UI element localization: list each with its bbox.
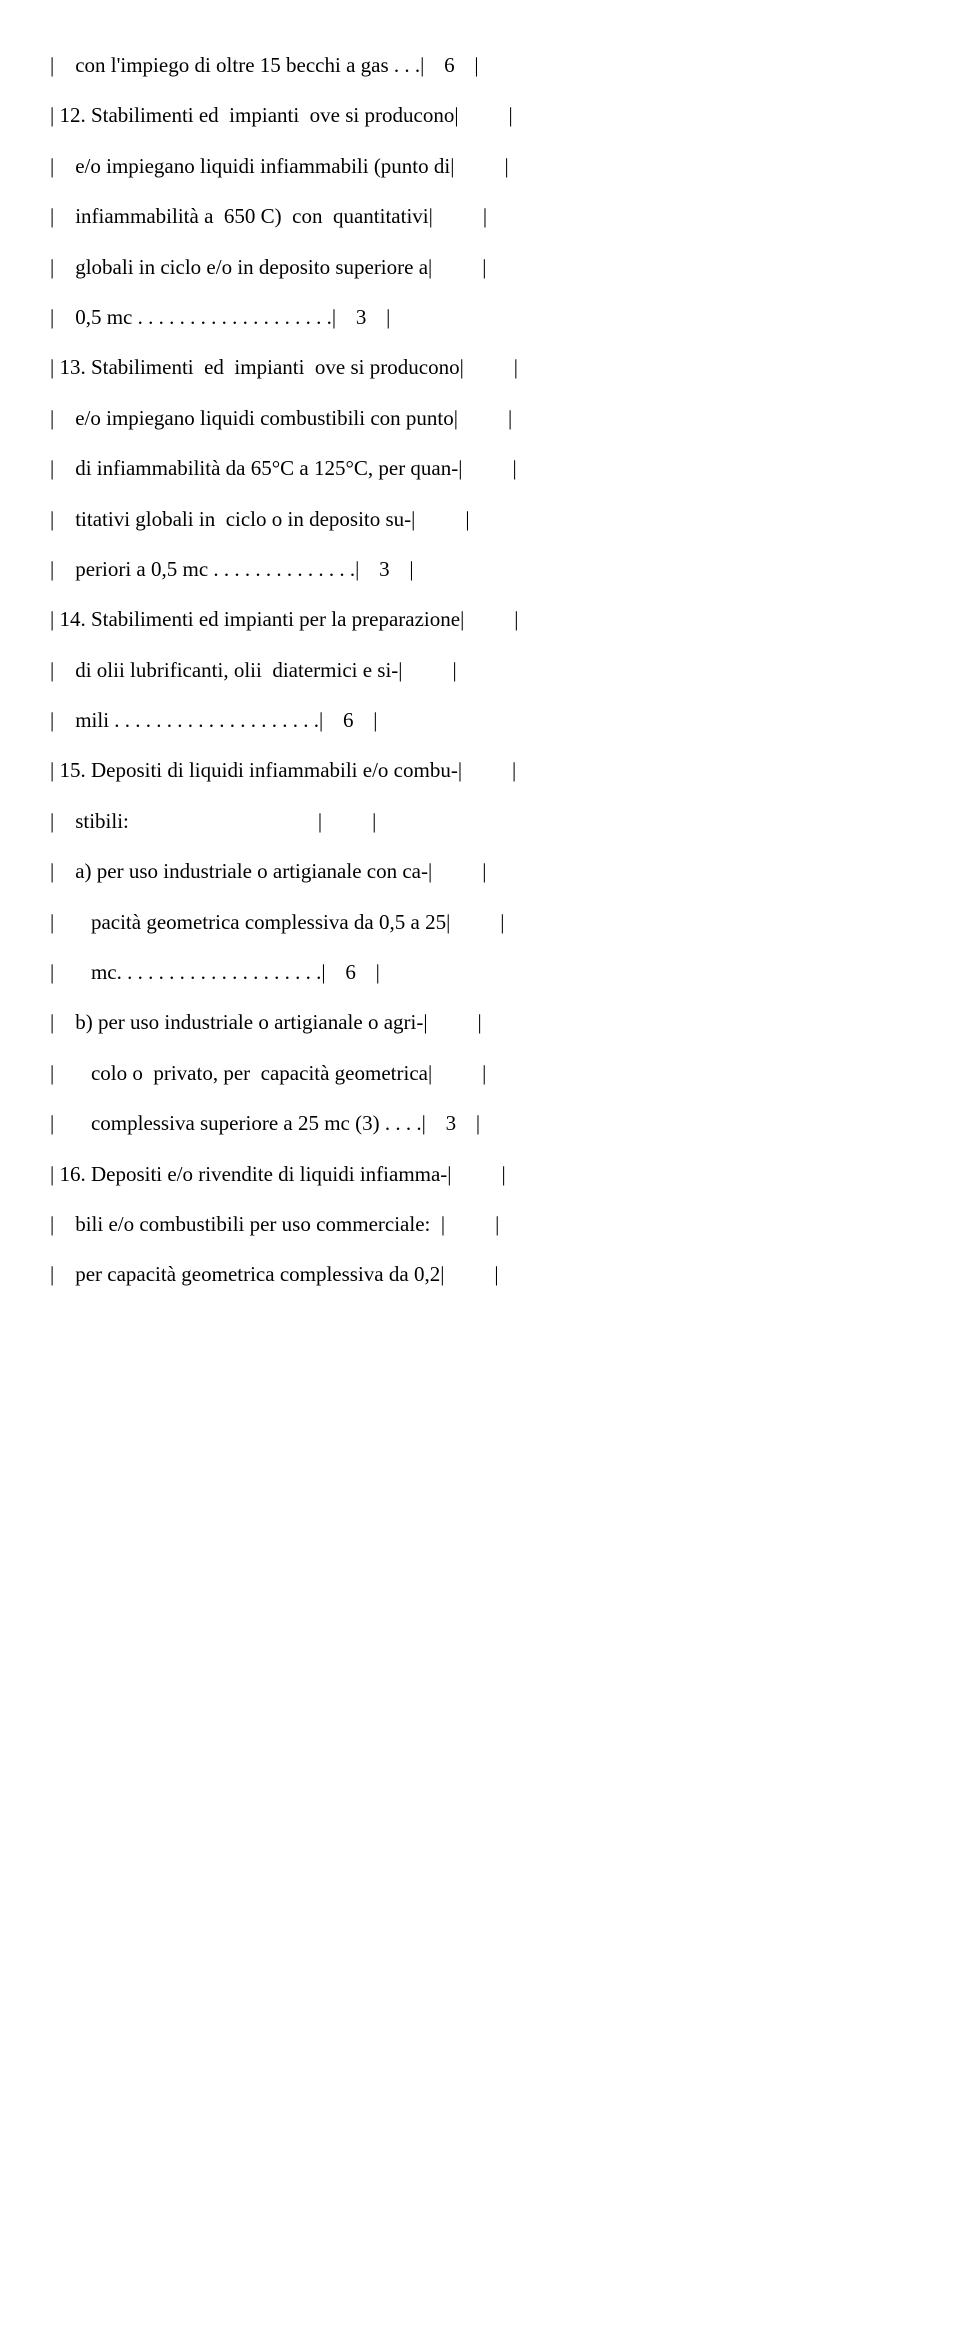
line-text: | periori a 0,5 mc . . . . . . . . . . .…	[50, 544, 359, 594]
line-right-pipe: |	[512, 443, 516, 493]
line-number: 3	[336, 292, 386, 342]
text-line: | di olii lubrificanti, olii diatermici …	[50, 645, 910, 695]
text-line: | 13. Stabilimenti ed impianti ove si pr…	[50, 342, 910, 392]
text-line: | pacità geometrica complessiva da 0,5 a…	[50, 897, 910, 947]
line-right-pipe: |	[376, 947, 380, 997]
line-number: 3	[359, 544, 409, 594]
text-line: | per capacità geometrica complessiva da…	[50, 1249, 910, 1299]
line-right-pipe: |	[500, 897, 504, 947]
line-text: | stibili: |	[50, 796, 322, 846]
text-line: | infiammabilità a 650 C) con quantitati…	[50, 191, 910, 241]
line-text: | pacità geometrica complessiva da 0,5 a…	[50, 897, 450, 947]
line-right-pipe: |	[386, 292, 390, 342]
text-line: | mili . . . . . . . . . . . . . . . . .…	[50, 695, 910, 745]
line-number: 6	[326, 947, 376, 997]
line-text: | mili . . . . . . . . . . . . . . . . .…	[50, 695, 323, 745]
line-text: | colo o privato, per capacità geometric…	[50, 1048, 432, 1098]
line-right-pipe: |	[502, 1149, 506, 1199]
line-right-pipe: |	[373, 695, 377, 745]
line-right-pipe: |	[508, 393, 512, 443]
line-right-pipe: |	[514, 594, 518, 644]
line-right-pipe: |	[409, 544, 413, 594]
line-right-pipe: |	[482, 846, 486, 896]
line-text: | bili e/o combustibili per uso commerci…	[50, 1199, 445, 1249]
line-number: 3	[426, 1098, 476, 1148]
line-right-pipe: |	[453, 645, 457, 695]
text-line: | 14. Stabilimenti ed impianti per la pr…	[50, 594, 910, 644]
text-line: | 12. Stabilimenti ed impianti ove si pr…	[50, 90, 910, 140]
line-text: | 14. Stabilimenti ed impianti per la pr…	[50, 594, 464, 644]
text-line: | periori a 0,5 mc . . . . . . . . . . .…	[50, 544, 910, 594]
line-right-pipe: |	[514, 342, 518, 392]
line-right-pipe: |	[483, 191, 487, 241]
line-text: | 13. Stabilimenti ed impianti ove si pr…	[50, 342, 464, 392]
text-line: | 0,5 mc . . . . . . . . . . . . . . . .…	[50, 292, 910, 342]
line-text: | infiammabilità a 650 C) con quantitati…	[50, 191, 433, 241]
line-right-pipe: |	[476, 1098, 480, 1148]
line-text: | titativi globali in ciclo o in deposit…	[50, 494, 415, 544]
line-text: | di olii lubrificanti, olii diatermici …	[50, 645, 403, 695]
line-number: 6	[424, 40, 474, 90]
line-right-pipe: |	[494, 1249, 498, 1299]
line-right-pipe: |	[482, 1048, 486, 1098]
line-text: | complessiva superiore a 25 mc (3) . . …	[50, 1098, 426, 1148]
text-line: | a) per uso industriale o artigianale c…	[50, 846, 910, 896]
line-text: | 15. Depositi di liquidi infiammabili e…	[50, 745, 462, 795]
line-text: | per capacità geometrica complessiva da…	[50, 1249, 444, 1299]
line-right-pipe: |	[512, 745, 516, 795]
line-right-pipe: |	[372, 796, 376, 846]
line-text: | con l'impiego di oltre 15 becchi a gas…	[50, 40, 424, 90]
text-line: | complessiva superiore a 25 mc (3) . . …	[50, 1098, 910, 1148]
line-text: | b) per uso industriale o artigianale o…	[50, 997, 428, 1047]
line-right-pipe: |	[504, 141, 508, 191]
text-line: | titativi globali in ciclo o in deposit…	[50, 494, 910, 544]
text-line: | b) per uso industriale o artigianale o…	[50, 997, 910, 1047]
text-line: | mc. . . . . . . . . . . . . . . . . . …	[50, 947, 910, 997]
line-text: | 16. Depositi e/o rivendite di liquidi …	[50, 1149, 452, 1199]
line-text: | mc. . . . . . . . . . . . . . . . . . …	[50, 947, 326, 997]
document-body: | con l'impiego di oltre 15 becchi a gas…	[50, 40, 910, 1300]
line-right-pipe: |	[474, 40, 478, 90]
line-text: | globali in ciclo e/o in deposito super…	[50, 242, 432, 292]
line-right-pipe: |	[465, 494, 469, 544]
line-right-pipe: |	[509, 90, 513, 140]
line-text: | 0,5 mc . . . . . . . . . . . . . . . .…	[50, 292, 336, 342]
text-line: | 16. Depositi e/o rivendite di liquidi …	[50, 1149, 910, 1199]
line-text: | a) per uso industriale o artigianale c…	[50, 846, 432, 896]
text-line: | e/o impiegano liquidi infiammabili (pu…	[50, 141, 910, 191]
line-right-pipe: |	[482, 242, 486, 292]
line-right-pipe: |	[495, 1199, 499, 1249]
text-line: | 15. Depositi di liquidi infiammabili e…	[50, 745, 910, 795]
line-text: | e/o impiegano liquidi combustibili con…	[50, 393, 458, 443]
text-line: | e/o impiegano liquidi combustibili con…	[50, 393, 910, 443]
text-line: | stibili: | |	[50, 796, 910, 846]
text-line: | bili e/o combustibili per uso commerci…	[50, 1199, 910, 1249]
line-number: 6	[323, 695, 373, 745]
line-text: | di infiammabilità da 65°C a 125°C, per…	[50, 443, 462, 493]
text-line: | con l'impiego di oltre 15 becchi a gas…	[50, 40, 910, 90]
text-line: | colo o privato, per capacità geometric…	[50, 1048, 910, 1098]
line-text: | e/o impiegano liquidi infiammabili (pu…	[50, 141, 454, 191]
text-line: | globali in ciclo e/o in deposito super…	[50, 242, 910, 292]
line-right-pipe: |	[478, 997, 482, 1047]
line-text: | 12. Stabilimenti ed impianti ove si pr…	[50, 90, 459, 140]
text-line: | di infiammabilità da 65°C a 125°C, per…	[50, 443, 910, 493]
